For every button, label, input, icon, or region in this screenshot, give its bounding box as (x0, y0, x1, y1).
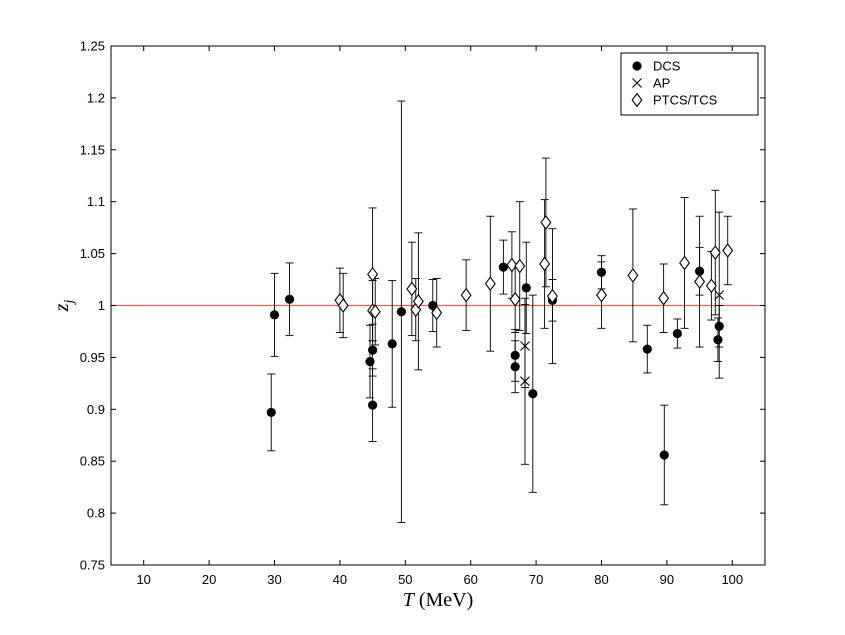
point-ptcs-tcs (431, 305, 443, 321)
point-dcs (396, 307, 406, 317)
y-tick-label: 0.9 (87, 402, 105, 417)
point-ptcs-tcs (412, 293, 424, 309)
point-ptcs-tcs (337, 298, 349, 313)
cross-stroke (714, 290, 725, 301)
point-ptcs-tcs (369, 304, 381, 320)
point-ptcs-tcs (506, 257, 518, 273)
point-ptcs-tcs (509, 291, 521, 307)
point-dcs (365, 356, 375, 367)
cross-stroke (632, 78, 642, 88)
point-ptcs-tcs (484, 276, 496, 292)
point-dcs (284, 294, 295, 304)
point-dcs (672, 328, 682, 339)
point-dcs (528, 389, 538, 399)
x-tick-label: 40 (333, 572, 347, 587)
x-tick-label: 80 (594, 572, 608, 587)
point-ap (714, 290, 725, 301)
x-tick-label: 20 (202, 572, 216, 587)
point-dcs (266, 407, 276, 418)
point-dcs (498, 262, 508, 272)
y-tick-label: 0.95 (80, 350, 105, 365)
point-dcs (714, 321, 724, 331)
x-tick-label: 10 (136, 572, 150, 587)
x-tick-label: 70 (529, 572, 543, 587)
y-axis-variable: z (51, 303, 73, 312)
x-tick-label: 100 (721, 572, 743, 587)
point-ptcs-tcs (460, 287, 472, 303)
cross-stroke (520, 376, 530, 387)
legend-label-ap: AP (653, 76, 670, 91)
legend-box (620, 52, 759, 116)
point-ptcs-tcs (722, 243, 734, 258)
point-dcs (642, 344, 652, 354)
point-dcs (368, 400, 378, 410)
point-dcs (695, 266, 705, 276)
point-ptcs-tcs (679, 255, 691, 271)
point-ptcs-tcs (658, 290, 670, 306)
y-tick-label: 1.2 (87, 90, 105, 105)
point-dcs (510, 362, 520, 372)
legend-marker-ptcs-tcs (631, 92, 643, 108)
point-ptcs-tcs (406, 281, 418, 297)
point-dcs (368, 345, 378, 355)
x-tick-label: 60 (463, 572, 477, 587)
x-tick-label: 30 (267, 572, 281, 587)
y-tick-label: 0.85 (80, 454, 105, 469)
legend-label-dcs: DCS (653, 59, 681, 74)
point-ptcs-tcs (627, 267, 639, 283)
x-axis-title: T (MeV) (403, 589, 474, 611)
point-ptcs-tcs (546, 288, 558, 304)
point-dcs (510, 350, 520, 360)
point-ap (520, 376, 530, 387)
point-dcs (387, 339, 397, 349)
point-ptcs-tcs (367, 266, 379, 282)
y-axis-subscript: j (62, 300, 77, 306)
point-dcs (659, 450, 669, 460)
y-tick-label: 1.15 (80, 142, 105, 157)
point-ptcs-tcs (539, 256, 551, 272)
y-axis-title: zj (51, 300, 77, 313)
x-axis-unit: (MeV) (414, 589, 473, 611)
point-ptcs-tcs (514, 258, 526, 274)
y-tick-label: 1.05 (80, 246, 105, 261)
y-tick-label: 1.25 (80, 39, 105, 54)
y-tick-label: 1.1 (87, 194, 105, 209)
point-ptcs-tcs (709, 245, 721, 260)
x-axis-variable: T (403, 589, 416, 611)
legend-label-ptcs-tcs: PTCS/TCS (653, 93, 718, 108)
y-tick-label: 0.8 (87, 506, 105, 521)
point-ap (520, 341, 530, 351)
cross-stroke (520, 341, 530, 351)
y-tick-label: 1 (98, 298, 105, 313)
point-ptcs-tcs (694, 274, 706, 290)
legend-marker-dcs (632, 61, 642, 71)
point-ptcs-tcs (540, 215, 552, 230)
point-dcs (596, 267, 607, 277)
point-dcs (521, 283, 531, 293)
x-tick-label: 50 (398, 572, 412, 587)
point-dcs (269, 310, 280, 320)
point-dcs (713, 335, 723, 345)
x-tick-label: 90 (660, 572, 674, 587)
point-ptcs-tcs (596, 287, 607, 303)
legend-marker-ap (632, 78, 642, 88)
point-ptcs-tcs (705, 278, 717, 294)
y-tick-label: 0.75 (80, 558, 105, 573)
